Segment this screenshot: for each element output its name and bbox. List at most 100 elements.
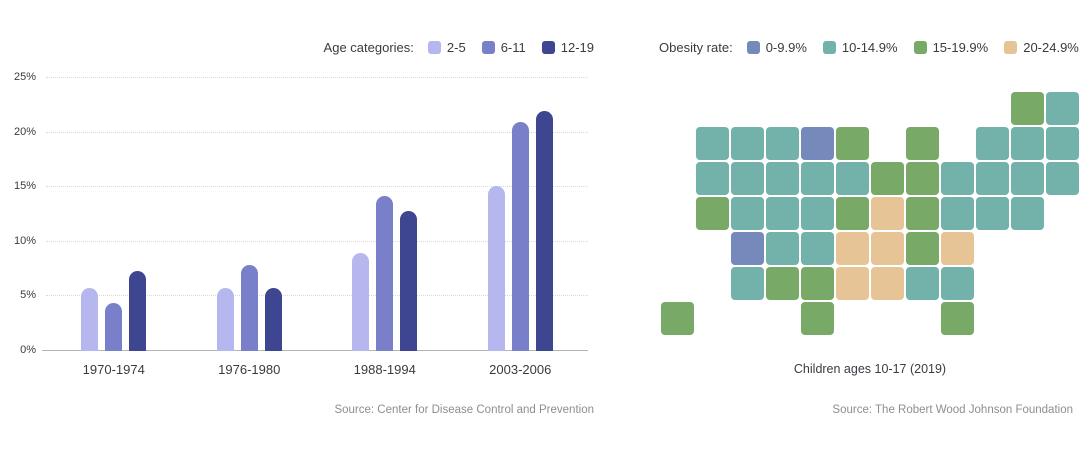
state-MI[interactable] (906, 127, 939, 160)
state-WY[interactable] (766, 197, 799, 230)
state-AL[interactable] (906, 267, 939, 300)
state-ID[interactable] (731, 162, 764, 195)
map-panel: Obesity rate: 0-9.9% 10-14.9% 15-19.9% 20-2… (612, 0, 1087, 469)
bar-6-11-1988-1994[interactable] (376, 195, 394, 351)
state-IN[interactable] (871, 162, 904, 195)
legend-swatch (913, 41, 927, 54)
state-AZ[interactable] (731, 267, 764, 300)
legend-swatch (822, 41, 836, 54)
legend-item-label: 10-14.9% (841, 40, 898, 55)
state-VT[interactable] (1011, 92, 1044, 125)
state-KY[interactable] (871, 197, 904, 230)
age-legend-items: 2-5 6-11 12-19 (427, 40, 594, 55)
gridline (46, 186, 588, 188)
legend-item-label: 15-19.9% (932, 40, 989, 55)
state-GA[interactable] (941, 267, 974, 300)
legend-item-label: 0-9.9% (765, 40, 807, 55)
age-categories-legend-title: Age categories: (323, 40, 414, 55)
state-MT[interactable] (731, 127, 764, 160)
bar-chart: 0% 5% 10% 15% 20% 25% (10, 71, 592, 356)
bar-2-5-1988-1994[interactable] (352, 252, 370, 351)
state-AK[interactable] (661, 302, 694, 335)
state-MN[interactable] (801, 127, 834, 160)
us-choropleth-map (661, 92, 1079, 335)
state-CT[interactable] (1011, 162, 1044, 195)
state-OR[interactable] (696, 162, 729, 195)
state-ND[interactable] (766, 127, 799, 160)
y-tick-label: 15% (13, 180, 36, 193)
state-MS[interactable] (871, 267, 904, 300)
state-NC[interactable] (906, 232, 939, 265)
bar-12-19-1988-1994[interactable] (400, 211, 418, 351)
obesity-rate-legend-title: Obesity rate: (659, 40, 733, 55)
state-DE[interactable] (1011, 197, 1044, 230)
state-PA[interactable] (941, 162, 974, 195)
state-NY[interactable] (976, 127, 1009, 160)
legend-item-label: 12-19 (560, 40, 594, 55)
state-KS[interactable] (801, 232, 834, 265)
x-axis-labels: 1970-1974 1976-1980 1988-1994 2003-2006 (46, 362, 588, 377)
map-source: Source: The Robert Wood Johnson Foundati… (832, 404, 1073, 416)
state-MD[interactable] (976, 197, 1009, 230)
bar-group-2003-2006 (487, 78, 553, 351)
state-CA[interactable] (696, 197, 729, 230)
bar-6-11-1970-1974[interactable] (105, 302, 123, 351)
x-axis-label: 1988-1994 (353, 362, 416, 377)
state-MA[interactable] (1046, 127, 1079, 160)
age-categories-legend: Age categories: 2-5 6-11 12-19 (324, 40, 594, 55)
state-RI[interactable] (1046, 162, 1079, 195)
state-UT[interactable] (731, 232, 764, 265)
legend-item-2-5[interactable]: 2-5 (427, 40, 466, 55)
legend-item-12-19[interactable]: 12-19 (541, 40, 594, 55)
bar-6-11-1976-1980[interactable] (240, 264, 258, 351)
state-VA[interactable] (941, 197, 974, 230)
state-NH[interactable] (1011, 127, 1044, 160)
bar-chart-source: Source: Center for Disease Control and P… (334, 404, 594, 416)
legend-swatch (1004, 41, 1018, 54)
bar-group-1988-1994 (352, 78, 418, 351)
bar-6-11-2003-2006[interactable] (511, 121, 529, 351)
state-NJ[interactable] (976, 162, 1009, 195)
bar-12-19-1976-1980[interactable] (264, 287, 282, 351)
state-TN[interactable] (871, 232, 904, 265)
bar-12-19-2003-2006[interactable] (535, 110, 553, 351)
y-tick-label: 25% (13, 71, 36, 83)
state-MO[interactable] (836, 197, 869, 230)
obesity-rate-legend: Obesity rate: 0-9.9% 10-14.9% 15-19.9% 20-2… (659, 40, 1079, 55)
legend-item-20-24.9%[interactable]: 20-24.9% (1004, 40, 1079, 55)
legend-item-15-19.9%[interactable]: 15-19.9% (913, 40, 989, 55)
state-ME[interactable] (1046, 92, 1079, 125)
state-IL[interactable] (836, 162, 869, 195)
state-WA[interactable] (696, 127, 729, 160)
y-tick-label: 0% (20, 344, 36, 356)
state-SD[interactable] (766, 162, 799, 195)
state-FL[interactable] (941, 302, 974, 335)
state-NV[interactable] (731, 197, 764, 230)
legend-item-label: 6-11 (500, 40, 526, 55)
state-OK[interactable] (801, 267, 834, 300)
state-IA[interactable] (801, 162, 834, 195)
bar-2-5-1976-1980[interactable] (216, 287, 234, 351)
obesity-legend-items: 0-9.9% 10-14.9% 15-19.9% 20-24.9% (746, 40, 1079, 55)
gridline (46, 240, 588, 242)
legend-item-10-14.9%[interactable]: 10-14.9% (822, 40, 898, 55)
legend-item-6-11[interactable]: 6-11 (481, 40, 526, 55)
legend-item-0-9.9%[interactable]: 0-9.9% (746, 40, 807, 55)
state-AR[interactable] (836, 232, 869, 265)
bar-2-5-1970-1974[interactable] (81, 287, 99, 351)
state-LA[interactable] (836, 267, 869, 300)
state-WV[interactable] (906, 197, 939, 230)
state-CO[interactable] (766, 232, 799, 265)
state-NM[interactable] (766, 267, 799, 300)
bar-12-19-1970-1974[interactable] (129, 271, 147, 351)
bar-2-5-2003-2006[interactable] (487, 186, 505, 351)
x-axis-label: 1970-1974 (82, 362, 145, 377)
state-TX[interactable] (801, 302, 834, 335)
y-axis-tick-labels: 0% 5% 10% 15% 20% 25% (10, 71, 44, 356)
state-OH[interactable] (906, 162, 939, 195)
state-NE[interactable] (801, 197, 834, 230)
x-axis-label: 1976-1980 (218, 362, 281, 377)
state-SC[interactable] (941, 232, 974, 265)
state-WI[interactable] (836, 127, 869, 160)
